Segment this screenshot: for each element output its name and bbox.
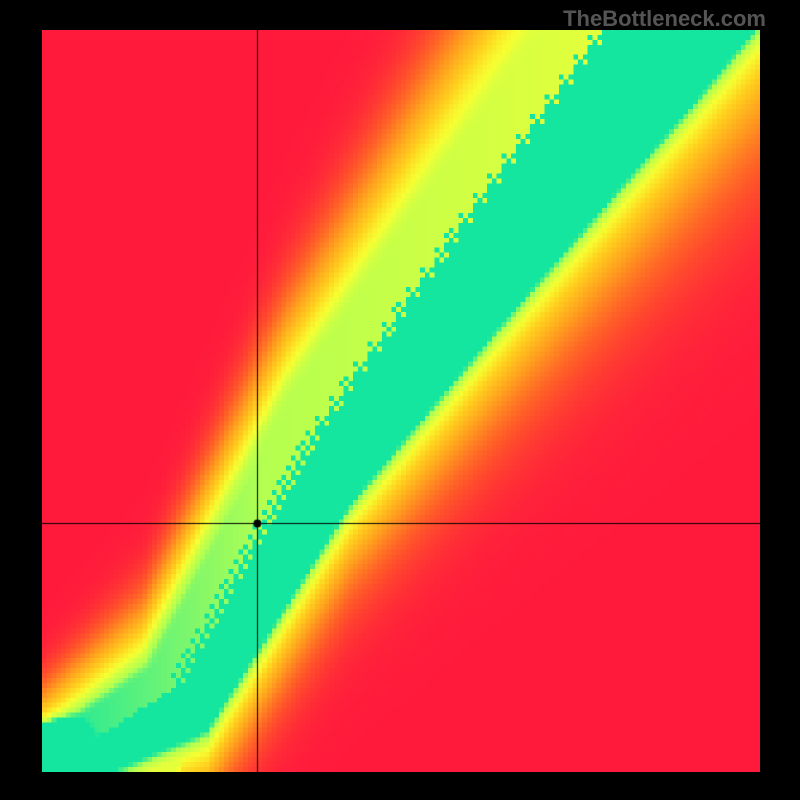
watermark-label: TheBottleneck.com bbox=[563, 6, 766, 32]
crosshair-overlay bbox=[42, 30, 760, 772]
chart-container: TheBottleneck.com bbox=[0, 0, 800, 800]
